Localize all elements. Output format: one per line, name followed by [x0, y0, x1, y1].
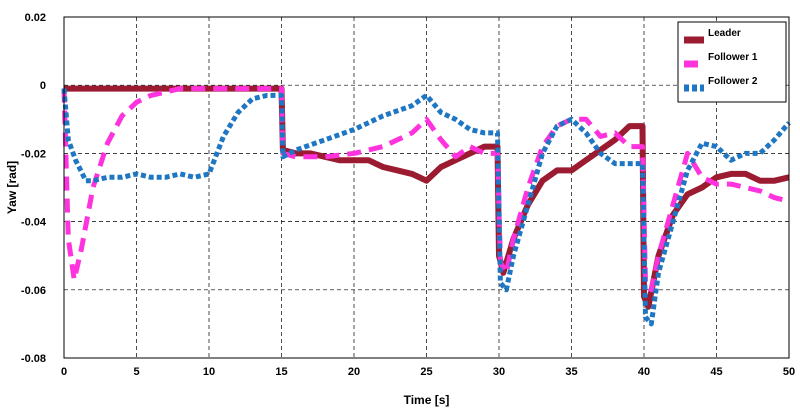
x-tick-label: 30 — [493, 366, 505, 378]
x-tick-label: 35 — [565, 366, 577, 378]
y-axis-label: Yaw [rad] — [5, 161, 19, 214]
x-tick-label: 40 — [638, 366, 650, 378]
y-tick-label: -0.04 — [21, 217, 47, 229]
y-tick-label: 0 — [40, 80, 46, 92]
y-tick-label: 0.02 — [25, 12, 46, 24]
x-tick-label: 5 — [133, 366, 139, 378]
series-line-follower-2 — [61, 88, 791, 327]
x-tick-label: 15 — [275, 366, 287, 378]
y-tick-label: -0.08 — [21, 353, 46, 365]
x-tick-label: 25 — [420, 366, 432, 378]
plot-frame — [63, 16, 790, 359]
legend-entry: Follower 1 — [708, 52, 758, 63]
x-tick-label: 45 — [710, 366, 722, 378]
x-tick-label: 50 — [783, 366, 795, 378]
x-axis-label: Time [s] — [404, 393, 450, 407]
series-group — [61, 85, 791, 327]
x-tick-label: 0 — [61, 366, 67, 378]
x-tick-label: 20 — [348, 366, 360, 378]
y-tick-label: -0.02 — [21, 148, 46, 160]
legend: Leader Follower 1 Follower 2 — [677, 21, 787, 103]
series-line-follower-1 — [61, 86, 790, 293]
tick-labels: 0 5 10 15 20 25 30 35 40 45 50 0.02 0 -0.02 -0.04 -0.06… — [21, 12, 795, 378]
legend-entry: Follower 2 — [708, 76, 758, 87]
y-tick-label: -0.06 — [21, 285, 46, 297]
x-tick-label: 10 — [203, 366, 215, 378]
legend-entry: Leader — [708, 28, 741, 39]
